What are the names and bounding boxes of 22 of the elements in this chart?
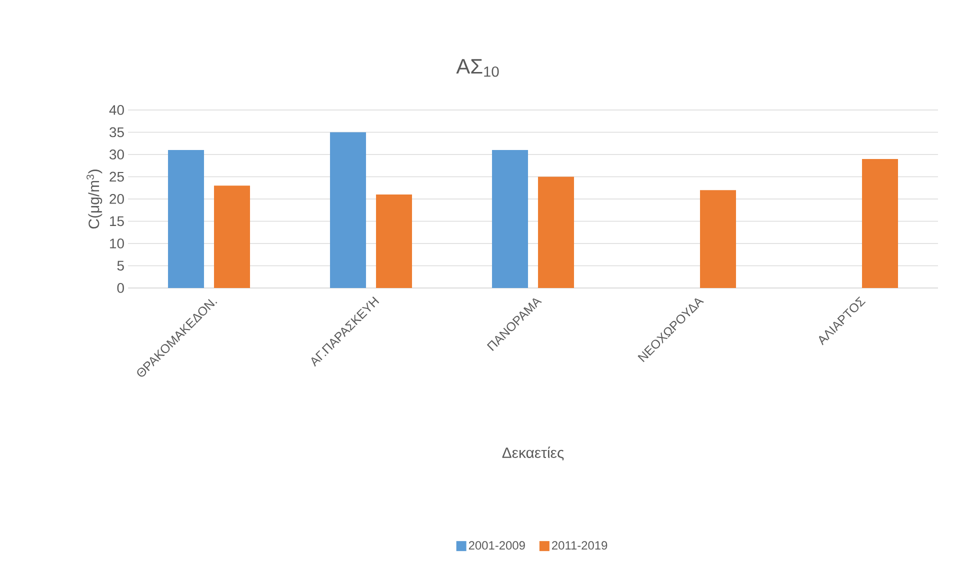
y-tick-label: 20 — [110, 194, 124, 204]
bar — [330, 132, 366, 288]
bar — [700, 190, 736, 288]
y-tick-label: 10 — [110, 238, 124, 248]
bar — [862, 158, 898, 288]
y-tick-label: 25 — [110, 172, 124, 182]
bar — [214, 186, 250, 288]
bar — [168, 150, 204, 288]
y-tick-label: 15 — [110, 216, 124, 226]
y-tick-label: 5 — [117, 260, 124, 271]
bar — [376, 194, 412, 288]
bar — [492, 150, 528, 288]
x-axis-title: Δεκαετίες — [502, 446, 564, 460]
y-tick-label: 35 — [110, 127, 124, 138]
bar — [538, 176, 574, 288]
chart-title: ΑΣ$_{10}$ — [456, 59, 499, 77]
y-tick-label: 30 — [110, 150, 124, 160]
y-axis-title: C(μg/m$^{3}$) — [86, 170, 102, 229]
y-tick-label: 0 — [117, 283, 124, 293]
y-tick-label: 40 — [109, 105, 124, 115]
legend-label: 2001-2009 — [468, 541, 525, 550]
legend-label: 2011-2019 — [552, 541, 608, 550]
